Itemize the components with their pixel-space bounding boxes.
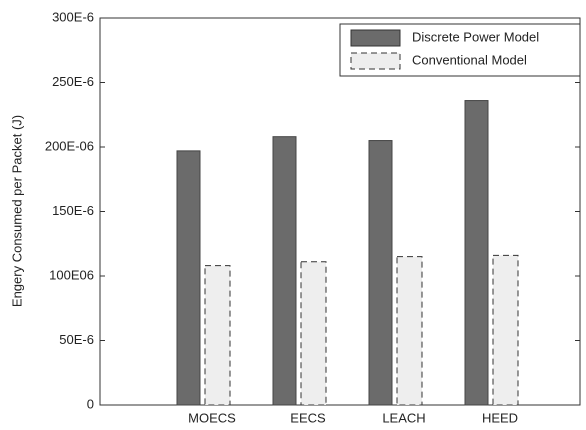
- legend-label: Discrete Power Model: [412, 29, 539, 44]
- y-tick-label: 300E-6: [52, 9, 94, 24]
- bar: [396, 256, 423, 406]
- y-tick-label: 50E-6: [59, 332, 94, 347]
- x-tick-label: MOECS: [188, 410, 236, 425]
- bar: [368, 140, 393, 406]
- bar: [492, 254, 519, 406]
- y-tick-label: 200E-06: [45, 138, 94, 153]
- legend-swatch: [350, 29, 401, 47]
- y-tick-label: 100E06: [49, 267, 94, 282]
- x-tick-label: HEED: [482, 410, 518, 425]
- bar: [464, 100, 489, 406]
- legend-label: Conventional Model: [412, 52, 527, 67]
- y-tick-label: 250E-6: [52, 74, 94, 89]
- y-tick-label: 150E-6: [52, 203, 94, 218]
- bar: [300, 261, 327, 406]
- bar: [272, 136, 297, 406]
- bar: [204, 265, 231, 406]
- y-axis-label: Engery Consumed per Packet (J): [9, 115, 24, 307]
- bar: [176, 150, 201, 406]
- x-tick-label: LEACH: [382, 410, 425, 425]
- y-tick-label: 0: [87, 396, 94, 411]
- legend-swatch: [350, 52, 401, 70]
- x-tick-label: EECS: [290, 410, 326, 425]
